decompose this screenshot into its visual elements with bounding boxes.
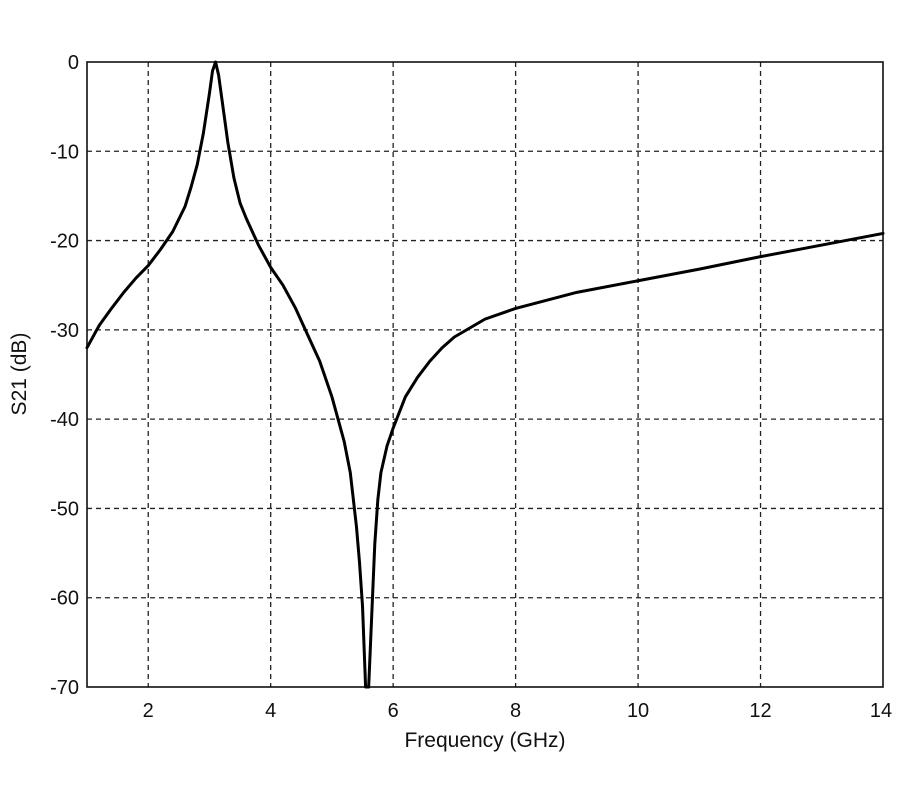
y-tick-label: -60 <box>50 588 79 610</box>
grid-lines <box>87 62 883 687</box>
x-tick-label: 8 <box>510 700 521 722</box>
x-tick-labels: 2 4 6 8 10 12 14 <box>143 700 892 722</box>
x-tick-label: 12 <box>749 700 771 722</box>
y-tick-label: -20 <box>50 231 79 253</box>
y-tick-label: -50 <box>50 498 79 520</box>
y-axis-label: S21 (dB) <box>8 333 31 416</box>
y-tick-label: -10 <box>50 141 79 163</box>
x-tick-label: 6 <box>388 700 399 722</box>
y-tick-label: -40 <box>50 409 79 431</box>
x-tick-label: 2 <box>143 700 154 722</box>
x-tick-label: 14 <box>870 700 892 722</box>
x-axis-label: Frequency (GHz) <box>404 729 565 752</box>
s21-series-line <box>85 60 885 689</box>
x-tick-label: 10 <box>627 700 649 722</box>
y-tick-label: -70 <box>50 677 79 699</box>
y-tick-label: 0 <box>68 52 79 74</box>
plot-frame <box>86 61 884 688</box>
y-tick-label: -30 <box>50 320 79 342</box>
x-tick-label: 4 <box>265 700 276 722</box>
series-layer <box>85 60 885 689</box>
y-tick-labels: 0 -10 -20 -30 -40 -50 -60 -70 <box>50 52 79 699</box>
